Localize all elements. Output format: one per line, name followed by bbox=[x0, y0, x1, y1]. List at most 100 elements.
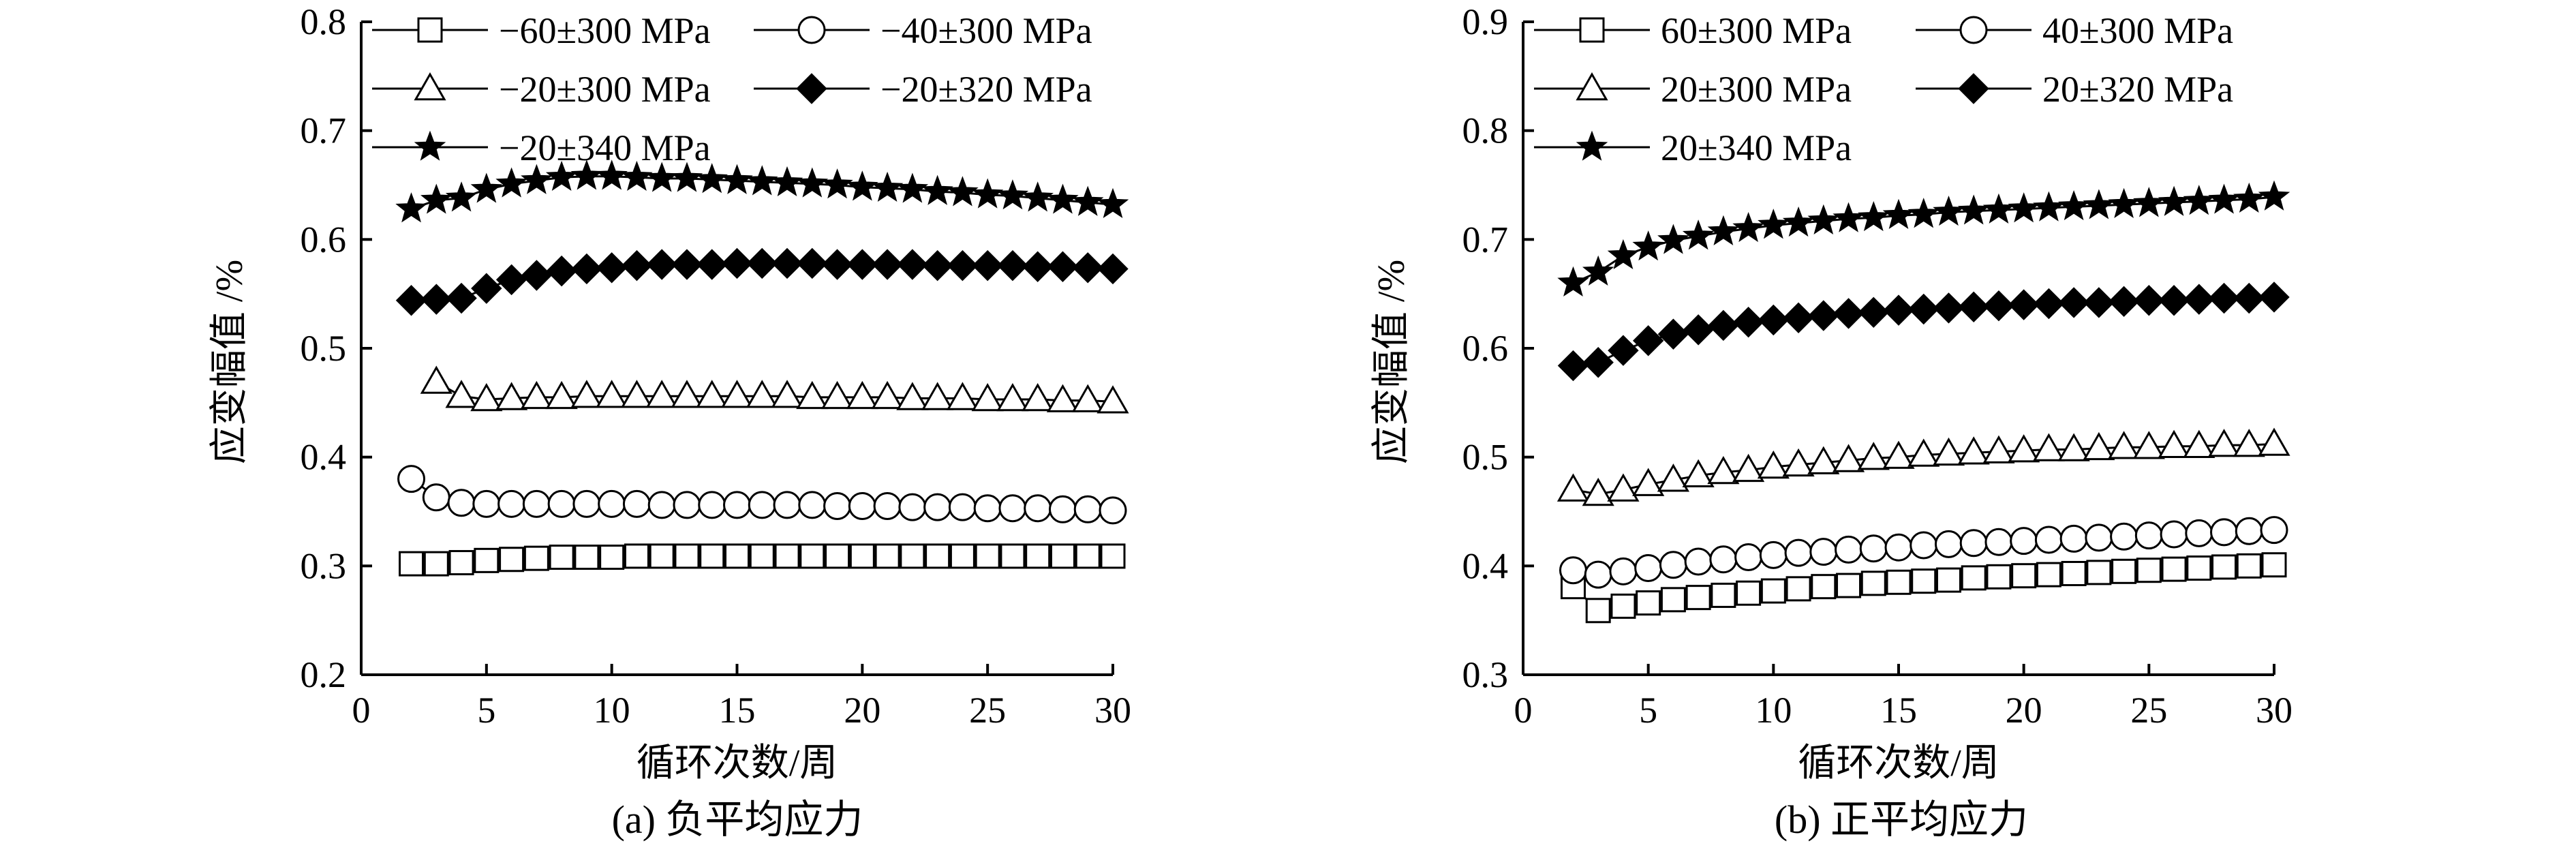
data-point bbox=[574, 545, 600, 570]
data-point bbox=[445, 181, 478, 212]
y-tick-label: 0.6 bbox=[301, 219, 347, 260]
data-point bbox=[1582, 477, 1614, 506]
data-point bbox=[1784, 538, 1813, 567]
data-point bbox=[1708, 309, 1739, 341]
data-point bbox=[1022, 181, 1054, 212]
data-point bbox=[1707, 215, 1740, 245]
data-point bbox=[774, 543, 800, 569]
legend-marker bbox=[414, 130, 446, 161]
data-point bbox=[2236, 553, 2262, 579]
data-point bbox=[571, 253, 602, 285]
data-point bbox=[921, 382, 954, 410]
data-point bbox=[547, 489, 576, 518]
data-point bbox=[1682, 219, 1715, 250]
data-point bbox=[420, 284, 453, 315]
data-point bbox=[1858, 296, 1889, 329]
x-tick-label: 20 bbox=[844, 690, 880, 731]
y-tick-label: 0.5 bbox=[301, 328, 347, 369]
data-point bbox=[2034, 525, 2063, 554]
series-2 bbox=[420, 365, 1129, 414]
data-point bbox=[925, 543, 951, 569]
legend-label: −20±300 MPa bbox=[499, 69, 711, 110]
y-tick-label: 0.7 bbox=[301, 110, 347, 151]
x-tick-label: 30 bbox=[1094, 690, 1131, 731]
data-point bbox=[2108, 286, 2140, 318]
x-axis-label: 循环次数/周 bbox=[637, 742, 838, 784]
data-point bbox=[1585, 598, 1611, 624]
data-point bbox=[2083, 287, 2115, 318]
data-point bbox=[896, 172, 929, 203]
data-point bbox=[721, 247, 753, 279]
data-point bbox=[1984, 528, 2013, 556]
data-point bbox=[1073, 495, 1102, 523]
data-point bbox=[624, 543, 649, 569]
data-point bbox=[724, 543, 750, 569]
data-point bbox=[673, 491, 701, 519]
data-point bbox=[2011, 563, 2037, 589]
data-point bbox=[596, 159, 628, 190]
data-point bbox=[2108, 187, 2140, 218]
data-point bbox=[1759, 540, 1788, 569]
data-point bbox=[2010, 527, 2038, 555]
legend-item: 20±320 MPa bbox=[1916, 69, 2233, 110]
legend-item: 20±300 MPa bbox=[1534, 69, 1852, 110]
data-point bbox=[1022, 383, 1054, 412]
data-point bbox=[849, 543, 875, 569]
legend-label: 20±320 MPa bbox=[2042, 69, 2233, 110]
data-point bbox=[846, 249, 878, 280]
series-0 bbox=[399, 543, 1126, 577]
data-point bbox=[523, 545, 549, 571]
data-point bbox=[771, 380, 803, 408]
y-tick-label: 0.3 bbox=[301, 545, 347, 586]
data-point bbox=[921, 174, 953, 205]
data-point bbox=[1785, 576, 1811, 602]
data-point bbox=[495, 167, 527, 198]
y-axis-label: 应变幅值 /% bbox=[1370, 260, 1413, 464]
legend-label: −20±340 MPa bbox=[499, 127, 711, 168]
data-point bbox=[499, 547, 525, 573]
data-point bbox=[2233, 282, 2265, 314]
data-point bbox=[1584, 560, 1612, 589]
data-point bbox=[2108, 431, 2141, 459]
data-point bbox=[1783, 302, 1814, 334]
data-point bbox=[998, 494, 1027, 523]
data-point bbox=[2057, 189, 2090, 221]
legend-item: 40±300 MPa bbox=[1916, 10, 2233, 51]
legend-marker bbox=[1958, 73, 1989, 104]
data-point bbox=[746, 247, 778, 279]
data-point bbox=[620, 380, 654, 408]
data-point bbox=[996, 179, 1029, 210]
data-point bbox=[873, 492, 902, 521]
legend-item: −20±300 MPa bbox=[372, 69, 711, 110]
data-point bbox=[2083, 431, 2115, 461]
data-point bbox=[572, 489, 601, 518]
data-point bbox=[1933, 195, 1965, 226]
data-point bbox=[1709, 545, 1738, 574]
data-point bbox=[1932, 437, 1965, 466]
data-point bbox=[1557, 266, 1589, 296]
data-point bbox=[2208, 183, 2240, 214]
data-point bbox=[1883, 294, 1914, 326]
data-point bbox=[2132, 431, 2165, 459]
panel-caption: (a) 负平均应力 bbox=[612, 797, 863, 842]
data-point bbox=[522, 489, 551, 518]
data-point bbox=[1911, 568, 1937, 594]
data-point bbox=[1835, 535, 1863, 564]
data-point bbox=[1808, 300, 1839, 331]
x-tick-label: 30 bbox=[2256, 690, 2293, 731]
data-point bbox=[2085, 523, 2113, 552]
data-point bbox=[1907, 198, 1939, 228]
data-point bbox=[1807, 446, 1840, 474]
data-point bbox=[1683, 314, 1714, 346]
data-point bbox=[696, 163, 728, 194]
data-point bbox=[872, 249, 903, 280]
legend-item: −60±300 MPa bbox=[372, 10, 711, 51]
data-point bbox=[397, 465, 426, 493]
data-point bbox=[2032, 433, 2065, 461]
legend-marker bbox=[417, 17, 443, 43]
data-point bbox=[2208, 282, 2240, 314]
data-point bbox=[2233, 182, 2265, 213]
data-point bbox=[1607, 473, 1640, 502]
data-point bbox=[1660, 587, 1686, 613]
data-point bbox=[1957, 436, 1990, 465]
